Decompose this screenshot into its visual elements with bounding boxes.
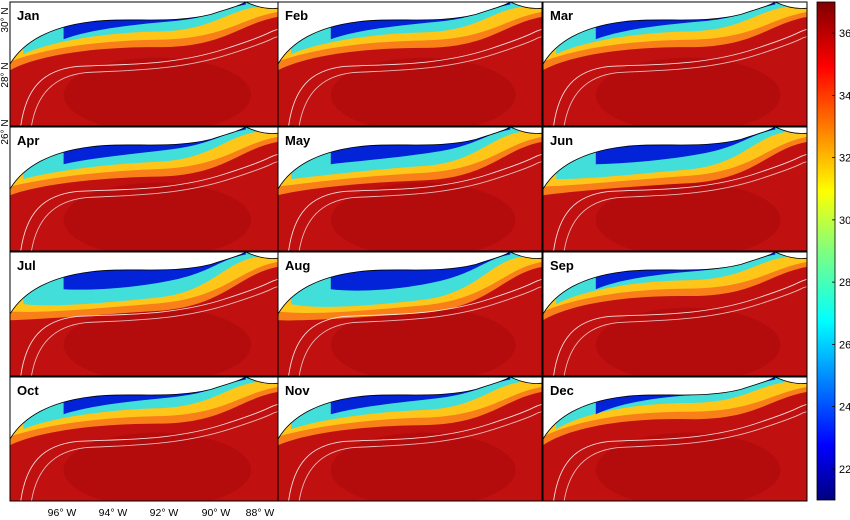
y-tick-label: 30° N: [0, 7, 11, 32]
panel-feb: Feb: [277, 1, 543, 127]
panel-jan: Jan: [9, 1, 279, 127]
isobath-contour: [298, 161, 542, 251]
isobath-contour: [30, 161, 278, 251]
isobath-contour: [563, 36, 807, 126]
colorbar-tick-label: 22: [839, 464, 850, 476]
coastline-land: [10, 2, 247, 65]
panel-jul: Jul: [9, 251, 279, 377]
coastline-land: [543, 127, 777, 190]
coastline-land: [543, 377, 777, 440]
isobath-contour: [298, 36, 542, 126]
isobath-contour: [553, 153, 807, 251]
coastline-land: [10, 127, 247, 190]
panel-label: Jun: [550, 133, 573, 148]
panel-frame: [277, 126, 543, 252]
colorbar-tick-label: 32: [839, 153, 850, 165]
panel-frame: [277, 376, 543, 502]
isobath-contour: [30, 286, 278, 376]
isobath-contour: [288, 403, 542, 501]
panel-frame: [542, 251, 808, 377]
x-tick-label: 90° W: [202, 507, 231, 519]
x-tick-label: 94° W: [99, 507, 128, 519]
panel-apr: Apr: [9, 126, 279, 252]
colorbar-tick-label: 30: [839, 215, 850, 227]
colorbar: 36 34 32 30 28 26 24 22: [816, 1, 850, 501]
isobath-contour: [553, 403, 807, 501]
colorbar-tick-label: 28: [839, 277, 850, 289]
coastline-land: [10, 377, 247, 440]
panel-label: Feb: [285, 8, 308, 23]
isobath-contour: [288, 153, 542, 251]
isobath-contour: [288, 28, 542, 126]
coastline-land: [543, 2, 777, 65]
panel-label: Nov: [285, 383, 310, 398]
panel-frame: [542, 126, 808, 252]
isobath-contour: [553, 278, 807, 376]
colorbar-tick-label: 24: [839, 402, 850, 414]
colorbar-tick-label: 34: [839, 90, 850, 102]
panel-may: May: [277, 126, 543, 252]
panel-frame: [542, 376, 808, 502]
isobath-contour: [20, 28, 278, 126]
coastline-land: [543, 252, 777, 315]
panel-label: Mar: [550, 8, 573, 23]
panel-label: Jan: [17, 8, 39, 23]
panel-label: Sep: [550, 258, 574, 273]
coastline-land: [278, 127, 512, 190]
coastline-land: [278, 377, 512, 440]
isobath-contour: [563, 286, 807, 376]
isobath-contour: [563, 411, 807, 501]
panel-oct: Oct: [9, 376, 279, 502]
isobath-contour: [298, 411, 542, 501]
isobath-contour: [563, 161, 807, 251]
panel-frame: [277, 251, 543, 377]
isobath-contour: [20, 153, 278, 251]
coastline-land: [278, 2, 512, 65]
panel-mar: Mar: [542, 1, 808, 127]
isobath-contour: [20, 403, 278, 501]
colorbar-gradient: [816, 1, 836, 501]
isobath-contour: [30, 411, 278, 501]
x-tick-label: 92° W: [150, 507, 179, 519]
y-tick-label: 28° N: [0, 62, 11, 87]
isobath-contour: [30, 36, 278, 126]
panel-label: Jul: [17, 258, 36, 273]
x-tick-label: 96° W: [48, 507, 77, 519]
panel-label: Aug: [285, 258, 310, 273]
coastline-land: [10, 252, 247, 315]
panel-grid: Jan Feb Mar Apr May Jun Jul Aug Sep Oct Nov Dec: [9, 1, 808, 502]
coastline-land: [278, 252, 512, 315]
panel-label: Apr: [17, 133, 39, 148]
isobath-contour: [553, 28, 807, 126]
colorbar-tick-label: 26: [839, 339, 850, 351]
y-tick-label: 26° N: [0, 119, 11, 144]
panel-aug: Aug: [277, 251, 543, 377]
panel-sep: Sep: [542, 251, 808, 377]
axes-text: 30° N 28° N 26° N 96° W 94° W 92° W 90° W 88° W: [0, 7, 274, 519]
panel-frame: [542, 1, 808, 127]
colorbar-tick-label: 36: [839, 28, 850, 40]
isobath-contour: [20, 278, 278, 376]
isobath-contour: [288, 278, 542, 376]
panel-nov: Nov: [277, 376, 543, 502]
panel-label: Oct: [17, 383, 39, 398]
panel-jun: Jun: [542, 126, 808, 252]
panel-frame: [277, 1, 543, 127]
panel-dec: Dec: [542, 376, 808, 502]
isobath-contour: [298, 286, 542, 376]
panel-label: Dec: [550, 383, 574, 398]
x-tick-label: 88° W: [246, 507, 275, 519]
panel-label: May: [285, 133, 311, 148]
